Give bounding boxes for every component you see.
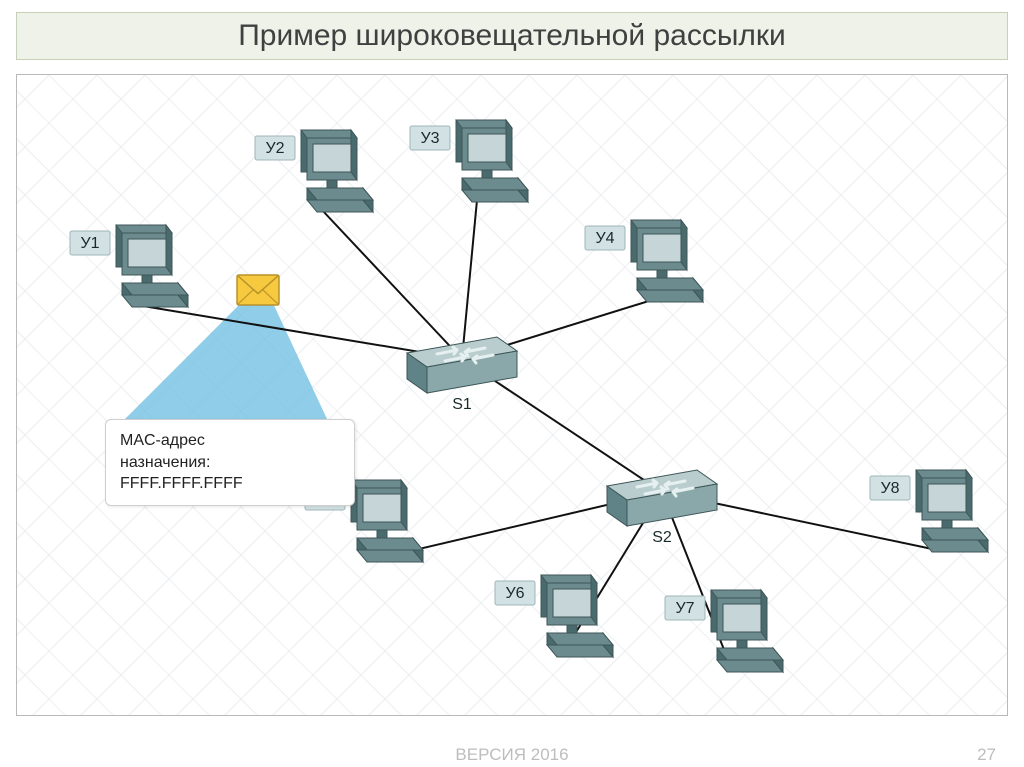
callout-line1: MAC-адрес bbox=[120, 430, 340, 452]
edge-У2-S1 bbox=[322, 210, 462, 359]
pc-У3: У3 bbox=[410, 120, 528, 202]
network-diagram: У1У2У3У4У5У6У7У8S1S2 bbox=[17, 75, 1007, 715]
spotlight-beam bbox=[125, 299, 327, 419]
slide-title-bar: Пример широковещательной рассылки bbox=[16, 12, 1008, 60]
page-number: 27 bbox=[977, 745, 996, 765]
pc-У6: У6 bbox=[495, 575, 613, 657]
svg-text:У7: У7 bbox=[675, 600, 694, 617]
mac-callout: MAC-адрес назначения: FFFF.FFFF.FFFF bbox=[105, 419, 355, 506]
svg-text:S1: S1 bbox=[452, 396, 472, 413]
diagram-canvas: У1У2У3У4У5У6У7У8S1S2 MAC-адрес назначени… bbox=[16, 74, 1008, 716]
pc-У7: У7 bbox=[665, 590, 783, 672]
pc-У1: У1 bbox=[70, 225, 188, 307]
slide: Пример широковещательной рассылки У1 У2 У3… bbox=[0, 12, 1024, 767]
edge-У3-S1 bbox=[462, 200, 477, 359]
pc-У2: У2 bbox=[255, 130, 373, 212]
svg-text:У8: У8 bbox=[880, 480, 899, 497]
svg-text:У2: У2 bbox=[265, 140, 284, 157]
svg-text:У3: У3 bbox=[420, 130, 439, 147]
callout-line3: FFFF.FFFF.FFFF bbox=[120, 473, 340, 495]
slide-title: Пример широковещательной рассылки bbox=[17, 19, 1007, 53]
edge-У1-S1 bbox=[137, 305, 462, 359]
svg-text:У1: У1 bbox=[80, 235, 99, 252]
edge-У7-S2 bbox=[662, 492, 732, 670]
callout-line2: назначения: bbox=[120, 452, 340, 474]
envelope-icon bbox=[237, 275, 279, 305]
svg-text:S2: S2 bbox=[652, 529, 672, 546]
footer-version: ВЕРСИЯ 2016 bbox=[455, 745, 568, 765]
svg-text:У4: У4 bbox=[595, 230, 614, 247]
svg-text:У6: У6 bbox=[505, 585, 524, 602]
